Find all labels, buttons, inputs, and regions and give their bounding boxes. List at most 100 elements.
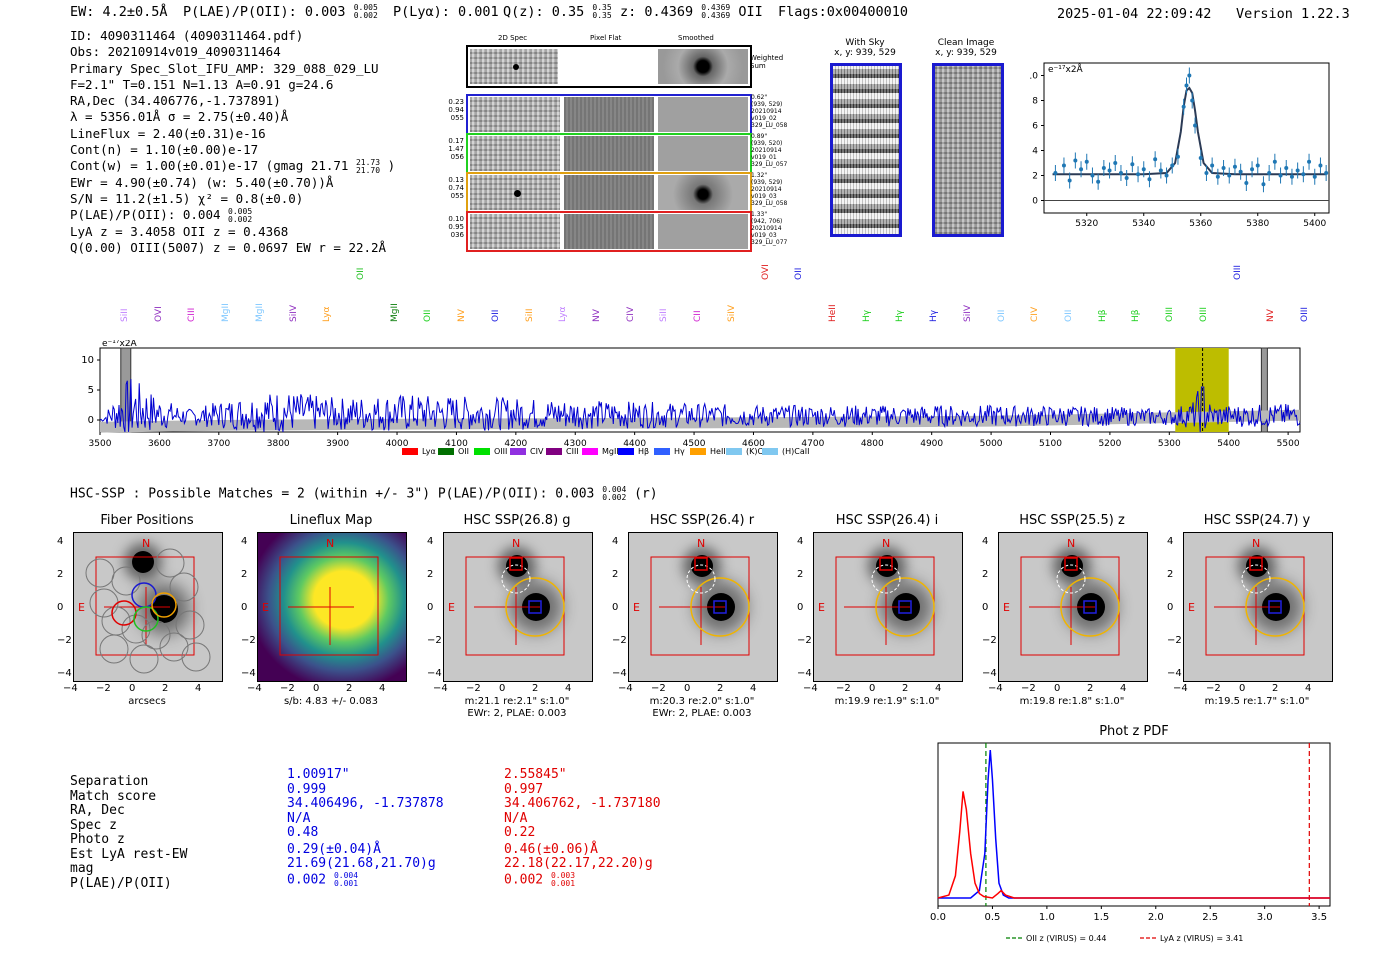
photz-title: Phot z PDF <box>1099 724 1169 739</box>
hsc-ytick-label: 0 <box>57 602 64 613</box>
spectral-line-label: SiIV <box>288 304 299 322</box>
col1-plae-bounds: 0.004 0.001 <box>333 871 359 888</box>
col1-separation: 1.00917" <box>287 767 350 782</box>
cutout-left-values: 0.17 1.47 056 <box>446 137 464 161</box>
line-labels: SiII OVI CIII MgII MgII SiIV Lyα OII MgII OII NV OI… <box>100 264 1310 346</box>
hsc-ytick-label: 2 <box>57 569 64 580</box>
fit-data-point <box>1190 98 1195 103</box>
hsc-xtick-label: 0 <box>684 683 691 694</box>
hsc-panel-title: HSC SSP(24.7) y <box>1203 513 1311 528</box>
cutout-left-value: 036 <box>450 231 464 239</box>
info-plae-bounds: 0.005 0.002 <box>228 207 252 224</box>
cutout-pixelflat <box>564 97 654 132</box>
hsc-xtick-label: 0 <box>129 683 136 694</box>
hsc-xtick-label: −4 <box>247 683 262 694</box>
spectral-line-label: OII <box>1064 309 1074 322</box>
legend-label: Hβ <box>638 447 650 456</box>
hsc-xtick-label: 4 <box>1120 683 1127 694</box>
header-z-bounds: 0.4369 0.4369 <box>701 4 730 20</box>
fit-data-point <box>1232 164 1237 169</box>
hsc-xtick-label: 0 <box>1239 683 1246 694</box>
col2-photoz: 0.22 <box>504 825 536 840</box>
fit-data-point <box>1153 157 1158 162</box>
cutout-left-value: 0.17 <box>448 137 464 145</box>
spectral-line-label: OII <box>490 309 501 322</box>
cutout-right-value: 1.32" <box>751 172 768 179</box>
hsc-xtick-label: 2 <box>902 683 909 694</box>
fit-ytick-label: 4 <box>1032 147 1038 157</box>
hsc-ellipse <box>1245 577 1305 637</box>
fiber-circle <box>169 572 199 602</box>
hsc-panel-overlay: NE <box>633 537 750 656</box>
fit-data-point <box>1324 171 1329 175</box>
cutout-2dspec <box>470 136 560 171</box>
hsc-ytick-label: −4 <box>57 668 72 679</box>
hsc-xtick-label: 2 <box>162 683 169 694</box>
fiber-circle <box>99 634 129 664</box>
fiber-circle <box>159 632 189 662</box>
hsc-north-label: N <box>1067 537 1075 550</box>
fit-data-point <box>1289 174 1294 179</box>
fit-ytick-label: 2 <box>1032 172 1038 182</box>
fit-data-point <box>1295 168 1300 173</box>
fiber-circle <box>141 620 171 650</box>
hsc-ytick-label: 2 <box>241 569 248 580</box>
hsc-north-label: N <box>326 537 334 550</box>
label-specz: Spec z <box>70 817 117 833</box>
cutout-smoothed <box>658 136 748 171</box>
info-lya: LyA z = 3.4058 OII z = 0.4368 <box>70 223 289 239</box>
fiber-circle <box>89 588 119 618</box>
fiber-orange <box>151 592 177 618</box>
header-flags: Flags:0x00400010 <box>778 4 909 20</box>
hsc-xtick-label: −4 <box>1173 683 1188 694</box>
hsc-match-marker-red <box>694 557 708 571</box>
spectral-line-label: OVI <box>153 306 164 322</box>
spectral-line-label: OIII <box>1232 264 1243 280</box>
info-contw-end: ) <box>387 158 396 174</box>
info-contw: Cont(w) = 1.00(±0.01)e-17 (gmag 21.71 21… <box>70 158 395 175</box>
photz-xtick-label: 0.5 <box>984 912 1000 923</box>
hsc-xtick-label: 4 <box>1305 683 1312 694</box>
fit-data-point <box>1164 173 1169 178</box>
spectrum-xtick-label: 4100 <box>445 439 468 449</box>
spectral-line-label: Lyα <box>558 306 569 322</box>
hsc-aperture-box <box>465 556 565 656</box>
cutout-right-value: 329_LU_057 <box>751 161 788 168</box>
legend-swatch <box>438 448 454 455</box>
hsc-xtick-label: −4 <box>433 683 448 694</box>
hsc-xtick-label: 2 <box>532 683 539 694</box>
cutout-left-value: 055 <box>450 192 464 200</box>
spectral-line-label: SiII <box>524 308 535 322</box>
weighted-2dspec <box>470 49 558 84</box>
fit-ytick-label: 8 <box>1032 97 1038 107</box>
hsc-panel-overlay: NE <box>818 537 935 656</box>
info-contw-bounds: 21.73 21.70 <box>356 158 380 175</box>
hsc-ytick-label: 4 <box>57 536 64 547</box>
spectrum-xtick-label: 5100 <box>1039 439 1062 449</box>
spectral-line-label: Hγ <box>929 309 940 322</box>
spectral-line-label: NV <box>592 309 602 322</box>
col1-plae-sub: 0.001 <box>333 878 359 888</box>
cutout-right-values: 1.33" (942, 706) 20210914 v019_03 329_LU_077 <box>751 211 787 246</box>
header-qz-bounds: 0.35 0.35 <box>592 4 611 20</box>
hsc-xtick-label: 0 <box>313 683 320 694</box>
cutout-smoothed <box>658 214 748 249</box>
spectrum-xtick-label: 5400 <box>1217 439 1240 449</box>
with-sky-coords: x, y: 939, 529 <box>834 48 896 58</box>
legend-swatch <box>654 448 670 455</box>
hsc-dashed-ellipse <box>1241 564 1271 594</box>
hsc-xtick-label: −4 <box>618 683 633 694</box>
spectrum-xtick-label: 3500 <box>89 439 112 449</box>
col2-separation: 2.55845" <box>504 767 567 782</box>
cutout-left-values: 0.10 0.95 036 <box>446 215 464 239</box>
fit-model-line <box>1052 86 1327 176</box>
hsc-aperture-box <box>279 556 379 656</box>
hsc-match-marker-red <box>1064 557 1078 571</box>
legend-swatch <box>690 448 706 455</box>
spectral-line-label: OVI <box>760 264 771 280</box>
hsc-ytick-label: 0 <box>797 602 804 613</box>
weighted-sum-label: Weighted Sum <box>750 54 784 70</box>
fit-data-point <box>1187 73 1192 78</box>
col1-plae: 0.002 0.004 0.001 <box>287 871 444 888</box>
